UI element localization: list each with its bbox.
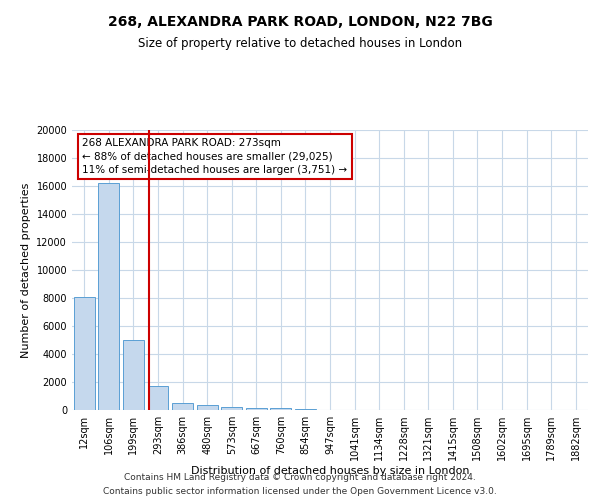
Bar (98, 183, 119, 410)
Text: Contains public sector information licensed under the Open Government Licence v3: Contains public sector information licen… (103, 488, 497, 496)
Bar (197, 405, 218, 410)
Y-axis label: Number of detached properties: Number of detached properties (21, 182, 31, 358)
Bar (148, 386, 169, 410)
Text: Contains HM Land Registry data © Crown copyright and database right 2024.: Contains HM Land Registry data © Crown c… (124, 472, 476, 482)
Text: 268, ALEXANDRA PARK ROAD, LONDON, N22 7BG: 268, ALEXANDRA PARK ROAD, LONDON, N22 7B… (107, 15, 493, 29)
Bar (74, 298, 95, 410)
Bar (271, 408, 292, 410)
Bar (295, 409, 316, 410)
Text: Size of property relative to detached houses in London: Size of property relative to detached ho… (138, 38, 462, 51)
Bar (123, 340, 144, 410)
Text: 268 ALEXANDRA PARK ROAD: 273sqm
← 88% of detached houses are smaller (29,025)
11: 268 ALEXANDRA PARK ROAD: 273sqm ← 88% of… (82, 138, 347, 175)
Bar (221, 407, 242, 410)
Bar (172, 403, 193, 410)
X-axis label: Distribution of detached houses by size in London: Distribution of detached houses by size … (191, 466, 469, 476)
Bar (246, 408, 267, 410)
